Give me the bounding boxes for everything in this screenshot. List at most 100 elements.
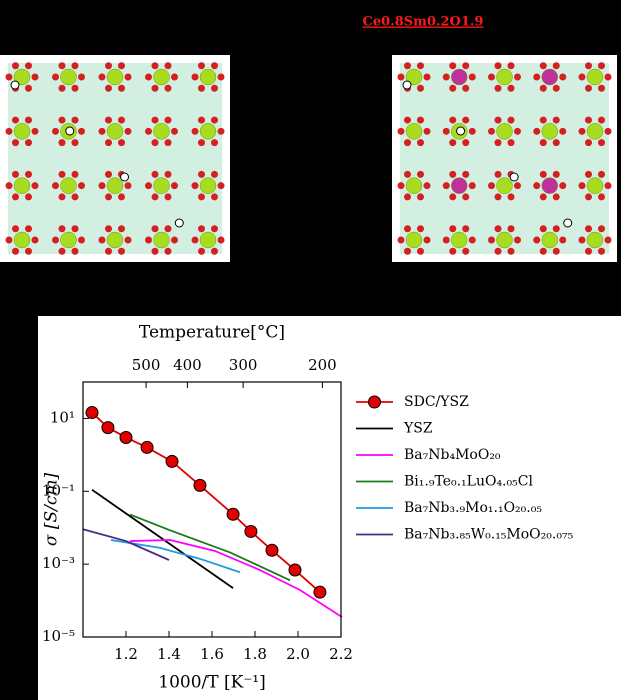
oxygen — [604, 127, 612, 135]
oxygen — [164, 84, 172, 92]
oxygen — [12, 139, 19, 147]
oxygen — [105, 170, 112, 178]
oxygen — [598, 170, 605, 178]
cation — [405, 123, 423, 140]
plot: 1.2 1.4 1.6 1.8 2.0 2.2 10¹ 10⁻¹ 10⁻³ 10⁻⁵ 500 400 3… — [42, 323, 574, 693]
cation — [586, 231, 604, 249]
oxygen — [211, 225, 218, 233]
oxygen — [25, 225, 32, 233]
oxygen — [423, 127, 431, 135]
oxygen — [404, 193, 411, 201]
y-tick-label: 10⁻³ — [42, 554, 75, 572]
oxygen — [151, 225, 159, 233]
oxygen — [533, 182, 541, 190]
data-point — [140, 440, 154, 454]
oxygen — [71, 84, 79, 92]
oxygen — [552, 225, 560, 233]
oxygen — [417, 193, 424, 201]
top-axis-label: Temperature[°C] — [139, 323, 285, 343]
oxygen — [585, 170, 592, 178]
oxygen — [217, 127, 225, 135]
oxygen — [442, 236, 450, 244]
oxygen — [514, 73, 521, 81]
oxygen — [539, 116, 547, 124]
oxygen — [604, 73, 612, 81]
oxygen — [468, 127, 476, 135]
oxygen — [58, 139, 66, 147]
oxygen — [598, 225, 605, 233]
caption: Ce0.8Sm0.2O1.9 — [363, 15, 484, 30]
oxygen — [198, 139, 205, 147]
oxygen — [71, 139, 79, 147]
cation — [405, 68, 423, 86]
oxygen — [404, 116, 411, 124]
oxygen — [25, 139, 32, 147]
cation — [451, 231, 468, 249]
vacancy — [563, 218, 573, 228]
oxygen — [12, 116, 19, 124]
oxygen — [118, 139, 125, 147]
data-point — [288, 563, 302, 577]
oxygen — [507, 193, 515, 201]
oxygen — [397, 127, 405, 135]
x-tick-label: 2.2 — [329, 645, 353, 663]
oxygen — [598, 62, 605, 70]
cation — [106, 231, 124, 249]
oxygen — [171, 127, 178, 135]
cation — [106, 177, 124, 194]
oxygen — [12, 62, 19, 70]
oxygen — [118, 116, 125, 124]
oxygen — [559, 182, 567, 190]
oxygen — [552, 193, 560, 201]
oxygen — [404, 62, 411, 70]
oxygen — [217, 182, 225, 190]
oxygen — [12, 193, 19, 201]
oxygen — [211, 139, 218, 147]
oxygen — [494, 247, 502, 255]
oxygen — [12, 170, 19, 178]
oxygen — [442, 182, 450, 190]
oxygen — [449, 170, 457, 178]
oxygen — [539, 84, 547, 92]
cell — [400, 63, 609, 254]
oxygen — [604, 182, 612, 190]
x-axis-label: 1000/T [K⁻¹] — [158, 673, 266, 693]
data-point — [165, 454, 179, 468]
oxygen — [171, 182, 178, 190]
cation — [541, 231, 558, 249]
legend-label: Ba₇Nb₃.₈₅W₀.₁₅MoO₂₀.₀₇₅ — [404, 527, 574, 543]
oxygen — [124, 236, 132, 244]
legend-label: YSZ — [403, 421, 433, 437]
oxygen — [488, 182, 495, 190]
oxygen — [12, 225, 19, 233]
oxygen — [118, 247, 125, 255]
oxygen — [151, 84, 159, 92]
oxygen — [164, 247, 172, 255]
oxygen — [494, 170, 502, 178]
data-point — [101, 421, 115, 435]
oxygen — [417, 62, 424, 70]
oxygen — [449, 225, 457, 233]
oxygen — [494, 84, 502, 92]
oxygen — [598, 116, 605, 124]
legend-label: SDC/YSZ — [404, 394, 469, 410]
oxygen — [164, 62, 172, 70]
oxygen — [533, 127, 541, 135]
oxygen — [585, 247, 592, 255]
oxygen — [462, 247, 470, 255]
oxygen — [198, 225, 205, 233]
oxygen — [468, 236, 476, 244]
oxygen — [211, 193, 218, 201]
oxygen — [164, 225, 172, 233]
oxygen — [151, 62, 159, 70]
oxygen — [397, 236, 405, 244]
cation — [541, 177, 558, 194]
cation — [153, 123, 170, 140]
oxygen — [124, 127, 132, 135]
oxygen — [462, 193, 470, 201]
top-tick-label: 200 — [308, 356, 337, 374]
oxygen — [552, 84, 560, 92]
oxygen — [211, 116, 218, 124]
oxygen — [31, 236, 39, 244]
oxygen — [442, 73, 450, 81]
